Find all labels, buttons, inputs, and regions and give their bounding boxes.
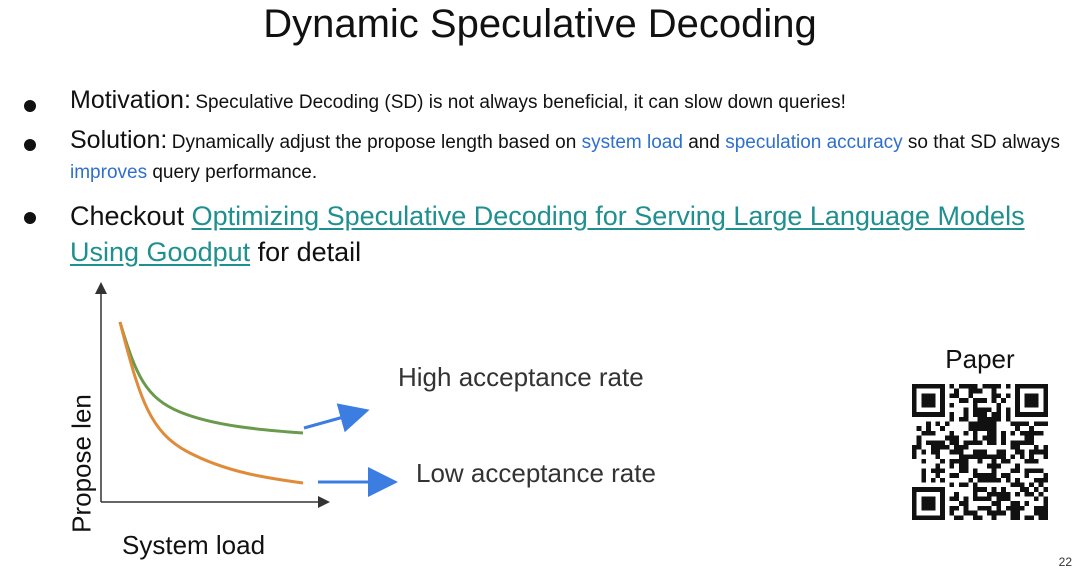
paper-qr-section: Paper bbox=[910, 344, 1050, 377]
bullet-solution: Solution: Dynamically adjust the propose… bbox=[24, 126, 1069, 188]
page-number: 22 bbox=[1058, 555, 1072, 569]
bullet-dot-icon bbox=[24, 100, 36, 112]
motivation-text: Speculative Decoding (SD) is not always … bbox=[195, 92, 846, 113]
slide-title: Dynamic Speculative Decoding bbox=[263, 2, 817, 46]
motivation-label: Motivation: bbox=[70, 86, 191, 114]
chart-svg bbox=[95, 282, 398, 508]
low-acceptance-curve bbox=[118, 321, 304, 485]
solution-text-1: Dynamically adjust the propose length ba… bbox=[171, 132, 582, 153]
checkout-suffix: for detail bbox=[250, 237, 362, 267]
solution-text: Dynamically adjust the propose length ba… bbox=[70, 132, 1060, 183]
paper-label: Paper bbox=[945, 344, 1015, 374]
high-acceptance-curve bbox=[118, 321, 304, 435]
y-axis-label: Propose len bbox=[66, 394, 97, 533]
solution-label: Solution: bbox=[70, 126, 168, 154]
highlight-system-load: system load bbox=[581, 132, 683, 153]
bullet-dot-icon bbox=[24, 212, 36, 224]
bullet-dot-icon bbox=[24, 139, 36, 151]
bullet-list: Motivation: Speculative Decoding (SD) is… bbox=[24, 86, 1069, 270]
highlight-improves: improves bbox=[70, 162, 148, 183]
qr-code-svg bbox=[912, 384, 1048, 520]
propose-length-chart: Propose len System load High acceptance … bbox=[30, 280, 730, 570]
paper-qr-code-icon[interactable] bbox=[912, 384, 1048, 525]
solution-text-3: so that SD always bbox=[902, 132, 1060, 153]
annotation-high-acceptance: High acceptance rate bbox=[398, 362, 644, 392]
bullet-motivation: Motivation: Speculative Decoding (SD) is… bbox=[24, 86, 1069, 118]
highlight-speculation-accuracy: speculation accuracy bbox=[725, 132, 903, 153]
checkout-label: Checkout bbox=[70, 201, 192, 231]
solution-text-2: and bbox=[682, 132, 726, 153]
paper-link[interactable]: Optimizing Speculative Decoding for Serv… bbox=[70, 201, 1025, 267]
bullet-checkout: Checkout Optimizing Speculative Decoding… bbox=[24, 198, 1069, 270]
solution-text-4: query performance. bbox=[147, 162, 318, 183]
x-axis-label: System load bbox=[122, 530, 266, 560]
checkout-line: Checkout Optimizing Speculative Decoding… bbox=[70, 201, 1025, 267]
annotation-low-acceptance: Low acceptance rate bbox=[416, 458, 656, 488]
high-arrow-icon bbox=[303, 403, 370, 433]
